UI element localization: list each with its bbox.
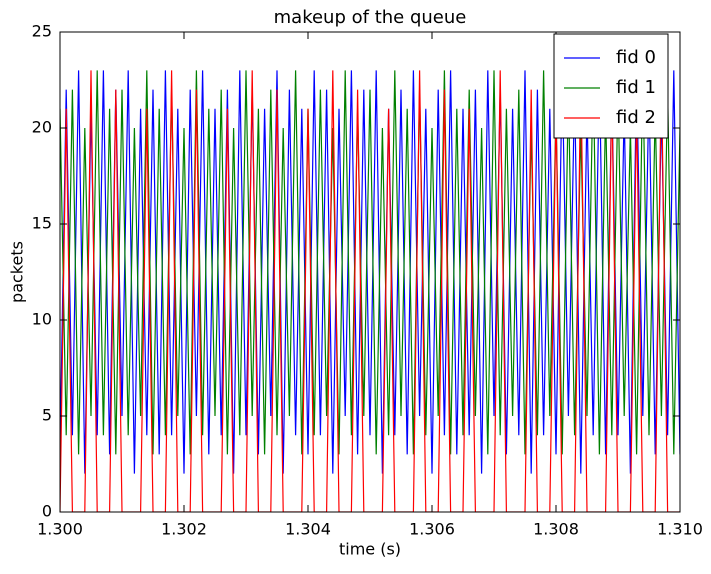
legend-box xyxy=(553,33,669,139)
x-axis-label: time (s) xyxy=(339,540,401,559)
x-tick-label: 1.308 xyxy=(533,520,579,539)
series-line xyxy=(60,70,680,474)
y-tick-label: 10 xyxy=(32,310,52,329)
legend-label: fid 1 xyxy=(616,77,656,98)
y-axis-label: packets xyxy=(8,241,27,303)
x-tick-label: 1.306 xyxy=(409,520,455,539)
y-tick-label: 20 xyxy=(32,118,52,137)
series-line xyxy=(60,70,680,512)
legend-label: fid 2 xyxy=(616,107,656,128)
plot-frame xyxy=(59,31,681,513)
y-tick-label: 15 xyxy=(32,214,52,233)
y-tick-label: 25 xyxy=(32,22,52,41)
legend-label: fid 0 xyxy=(616,47,656,68)
x-tick-label: 1.302 xyxy=(161,520,207,539)
x-tick-label: 1.310 xyxy=(657,520,703,539)
x-tick-label: 1.304 xyxy=(285,520,331,539)
chart-title: makeup of the queue xyxy=(274,7,467,28)
y-tick-label: 5 xyxy=(42,406,52,425)
y-tick-label: 0 xyxy=(42,502,52,521)
x-tick-label: 1.300 xyxy=(37,520,83,539)
